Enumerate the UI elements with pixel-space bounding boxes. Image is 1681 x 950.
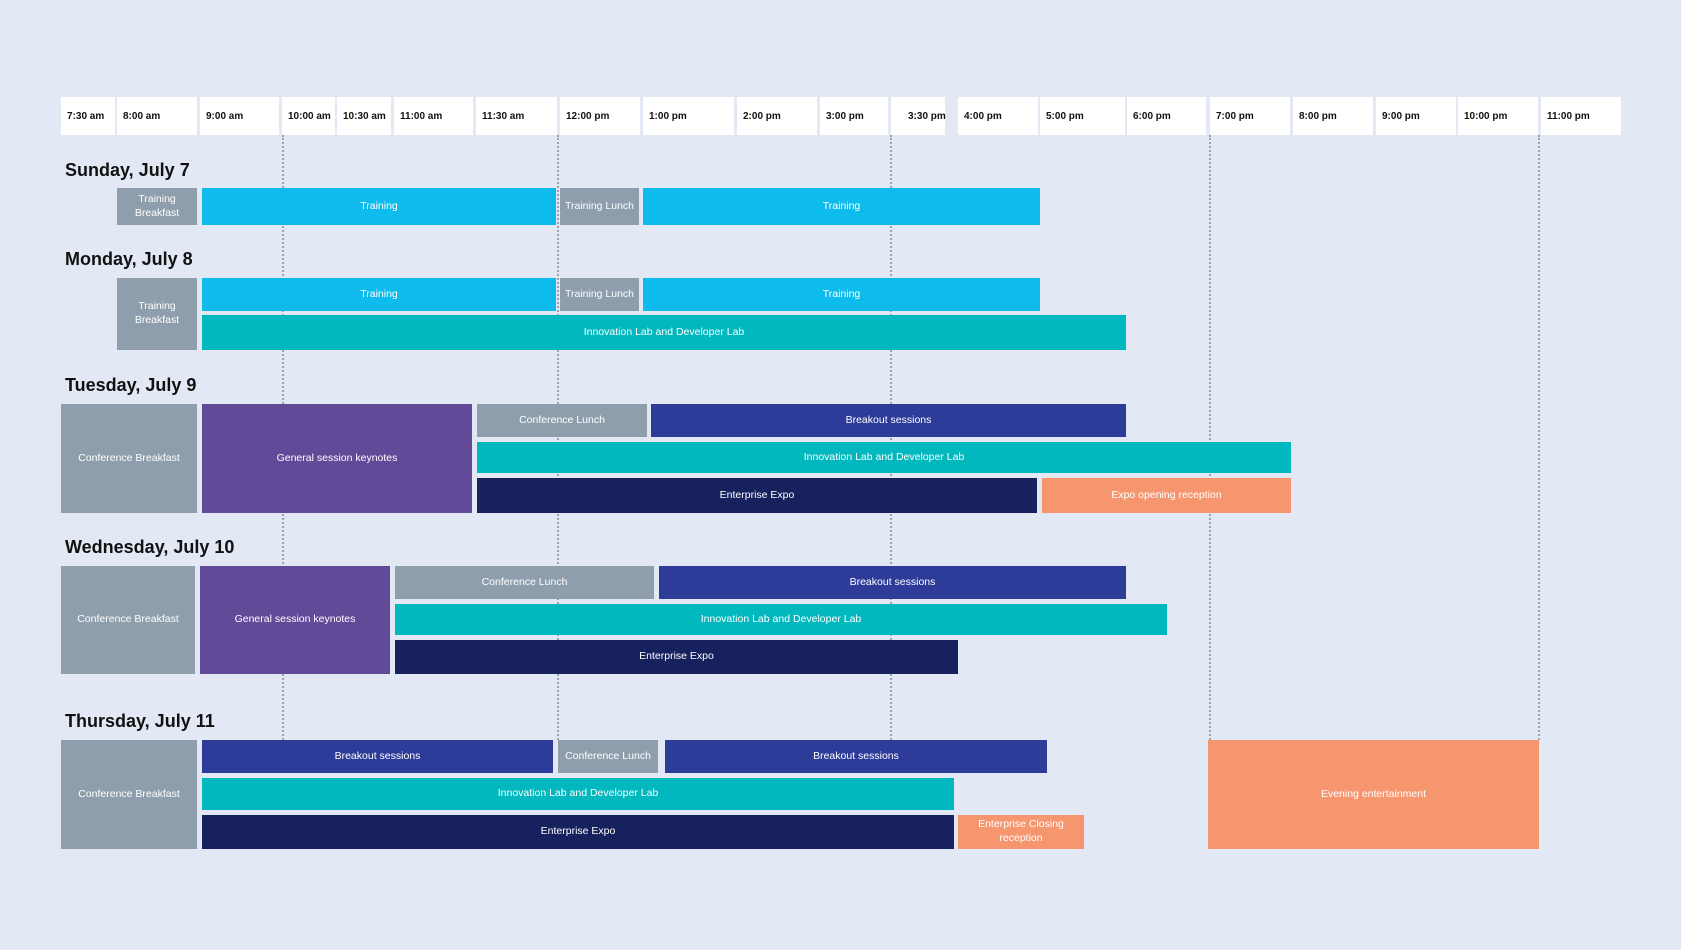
event-innovation-lab[interactable]: Innovation Lab and Developer Lab: [202, 778, 954, 810]
event-general-session-keynotes[interactable]: General session keynotes: [202, 404, 472, 513]
event-innovation-lab[interactable]: Innovation Lab and Developer Lab: [395, 604, 1167, 635]
time-header-cell: 8:00 pm: [1293, 97, 1373, 135]
event-conference-lunch[interactable]: Conference Lunch: [558, 740, 658, 773]
event-training-lunch[interactable]: Training Lunch: [560, 188, 639, 225]
event-breakout-sessions[interactable]: Breakout sessions: [659, 566, 1126, 599]
event-evening-entertainment[interactable]: Evening entertainment: [1208, 740, 1539, 849]
event-training[interactable]: Training: [202, 188, 556, 225]
time-header-cell: 10:00 pm: [1458, 97, 1538, 135]
gridline: [1538, 135, 1540, 740]
time-header-cell: 11:00 pm: [1541, 97, 1621, 135]
time-header-cell: 10:00 am: [282, 97, 335, 135]
gridline: [557, 135, 559, 740]
event-training-breakfast[interactable]: Training Breakfast: [117, 188, 197, 225]
event-conference-breakfast[interactable]: Conference Breakfast: [61, 566, 195, 674]
event-training[interactable]: Training: [202, 278, 556, 311]
time-header-cell: 7:00 pm: [1210, 97, 1290, 135]
event-innovation-lab[interactable]: Innovation Lab and Developer Lab: [477, 442, 1291, 473]
event-training[interactable]: Training: [643, 188, 1040, 225]
event-training-breakfast[interactable]: Training Breakfast: [117, 278, 197, 350]
event-breakout-sessions[interactable]: Breakout sessions: [202, 740, 553, 773]
time-header-cell: 8:00 am: [117, 97, 197, 135]
gridline: [890, 135, 892, 740]
event-conference-lunch[interactable]: Conference Lunch: [395, 566, 654, 599]
day-label-monday: Monday, July 8: [65, 249, 193, 269]
event-training[interactable]: Training: [643, 278, 1040, 311]
time-header-cell: 4:00 pm: [958, 97, 1038, 135]
day-label-sunday: Sunday, July 7: [65, 160, 190, 180]
time-header-cell: 9:00 am: [200, 97, 279, 135]
time-header-cell: 2:00 pm: [737, 97, 817, 135]
event-conference-breakfast[interactable]: Conference Breakfast: [61, 740, 197, 849]
event-training-lunch[interactable]: Training Lunch: [560, 278, 639, 311]
day-label-wednesday: Wednesday, July 10: [65, 537, 235, 557]
time-header-cell: 9:00 pm: [1376, 97, 1456, 135]
event-enterprise-expo[interactable]: Enterprise Expo: [477, 478, 1037, 513]
event-expo-opening-reception[interactable]: Expo opening reception: [1042, 478, 1291, 513]
event-enterprise-closing-reception[interactable]: Enterprise Closing reception: [958, 815, 1084, 849]
time-header-cell: 11:00 am: [394, 97, 473, 135]
time-header-cell: 10:30 am: [337, 97, 391, 135]
time-header-cell: 5:00 pm: [1040, 97, 1125, 135]
event-general-session-keynotes[interactable]: General session keynotes: [200, 566, 390, 674]
day-label-thursday: Thursday, July 11: [65, 711, 215, 731]
event-conference-breakfast[interactable]: Conference Breakfast: [61, 404, 197, 513]
time-header-cell: 11:30 am: [476, 97, 557, 135]
time-header-cell: 3:00 pm: [820, 97, 888, 135]
time-header-cell: 6:00 pm: [1127, 97, 1206, 135]
event-enterprise-expo[interactable]: Enterprise Expo: [202, 815, 954, 849]
gridline: [1209, 135, 1211, 740]
time-header-cell: 7:30 am: [61, 97, 115, 135]
time-header-cell: 1:00 pm: [643, 97, 734, 135]
event-breakout-sessions[interactable]: Breakout sessions: [651, 404, 1126, 437]
event-enterprise-expo[interactable]: Enterprise Expo: [395, 640, 958, 674]
event-breakout-sessions[interactable]: Breakout sessions: [665, 740, 1047, 773]
day-label-tuesday: Tuesday, July 9: [65, 375, 197, 395]
event-conference-lunch[interactable]: Conference Lunch: [477, 404, 647, 437]
event-innovation-lab[interactable]: Innovation Lab and Developer Lab: [202, 315, 1126, 350]
time-header-cell: 3:30 pm: [891, 97, 946, 135]
time-header-cell: 12:00 pm: [560, 97, 640, 135]
